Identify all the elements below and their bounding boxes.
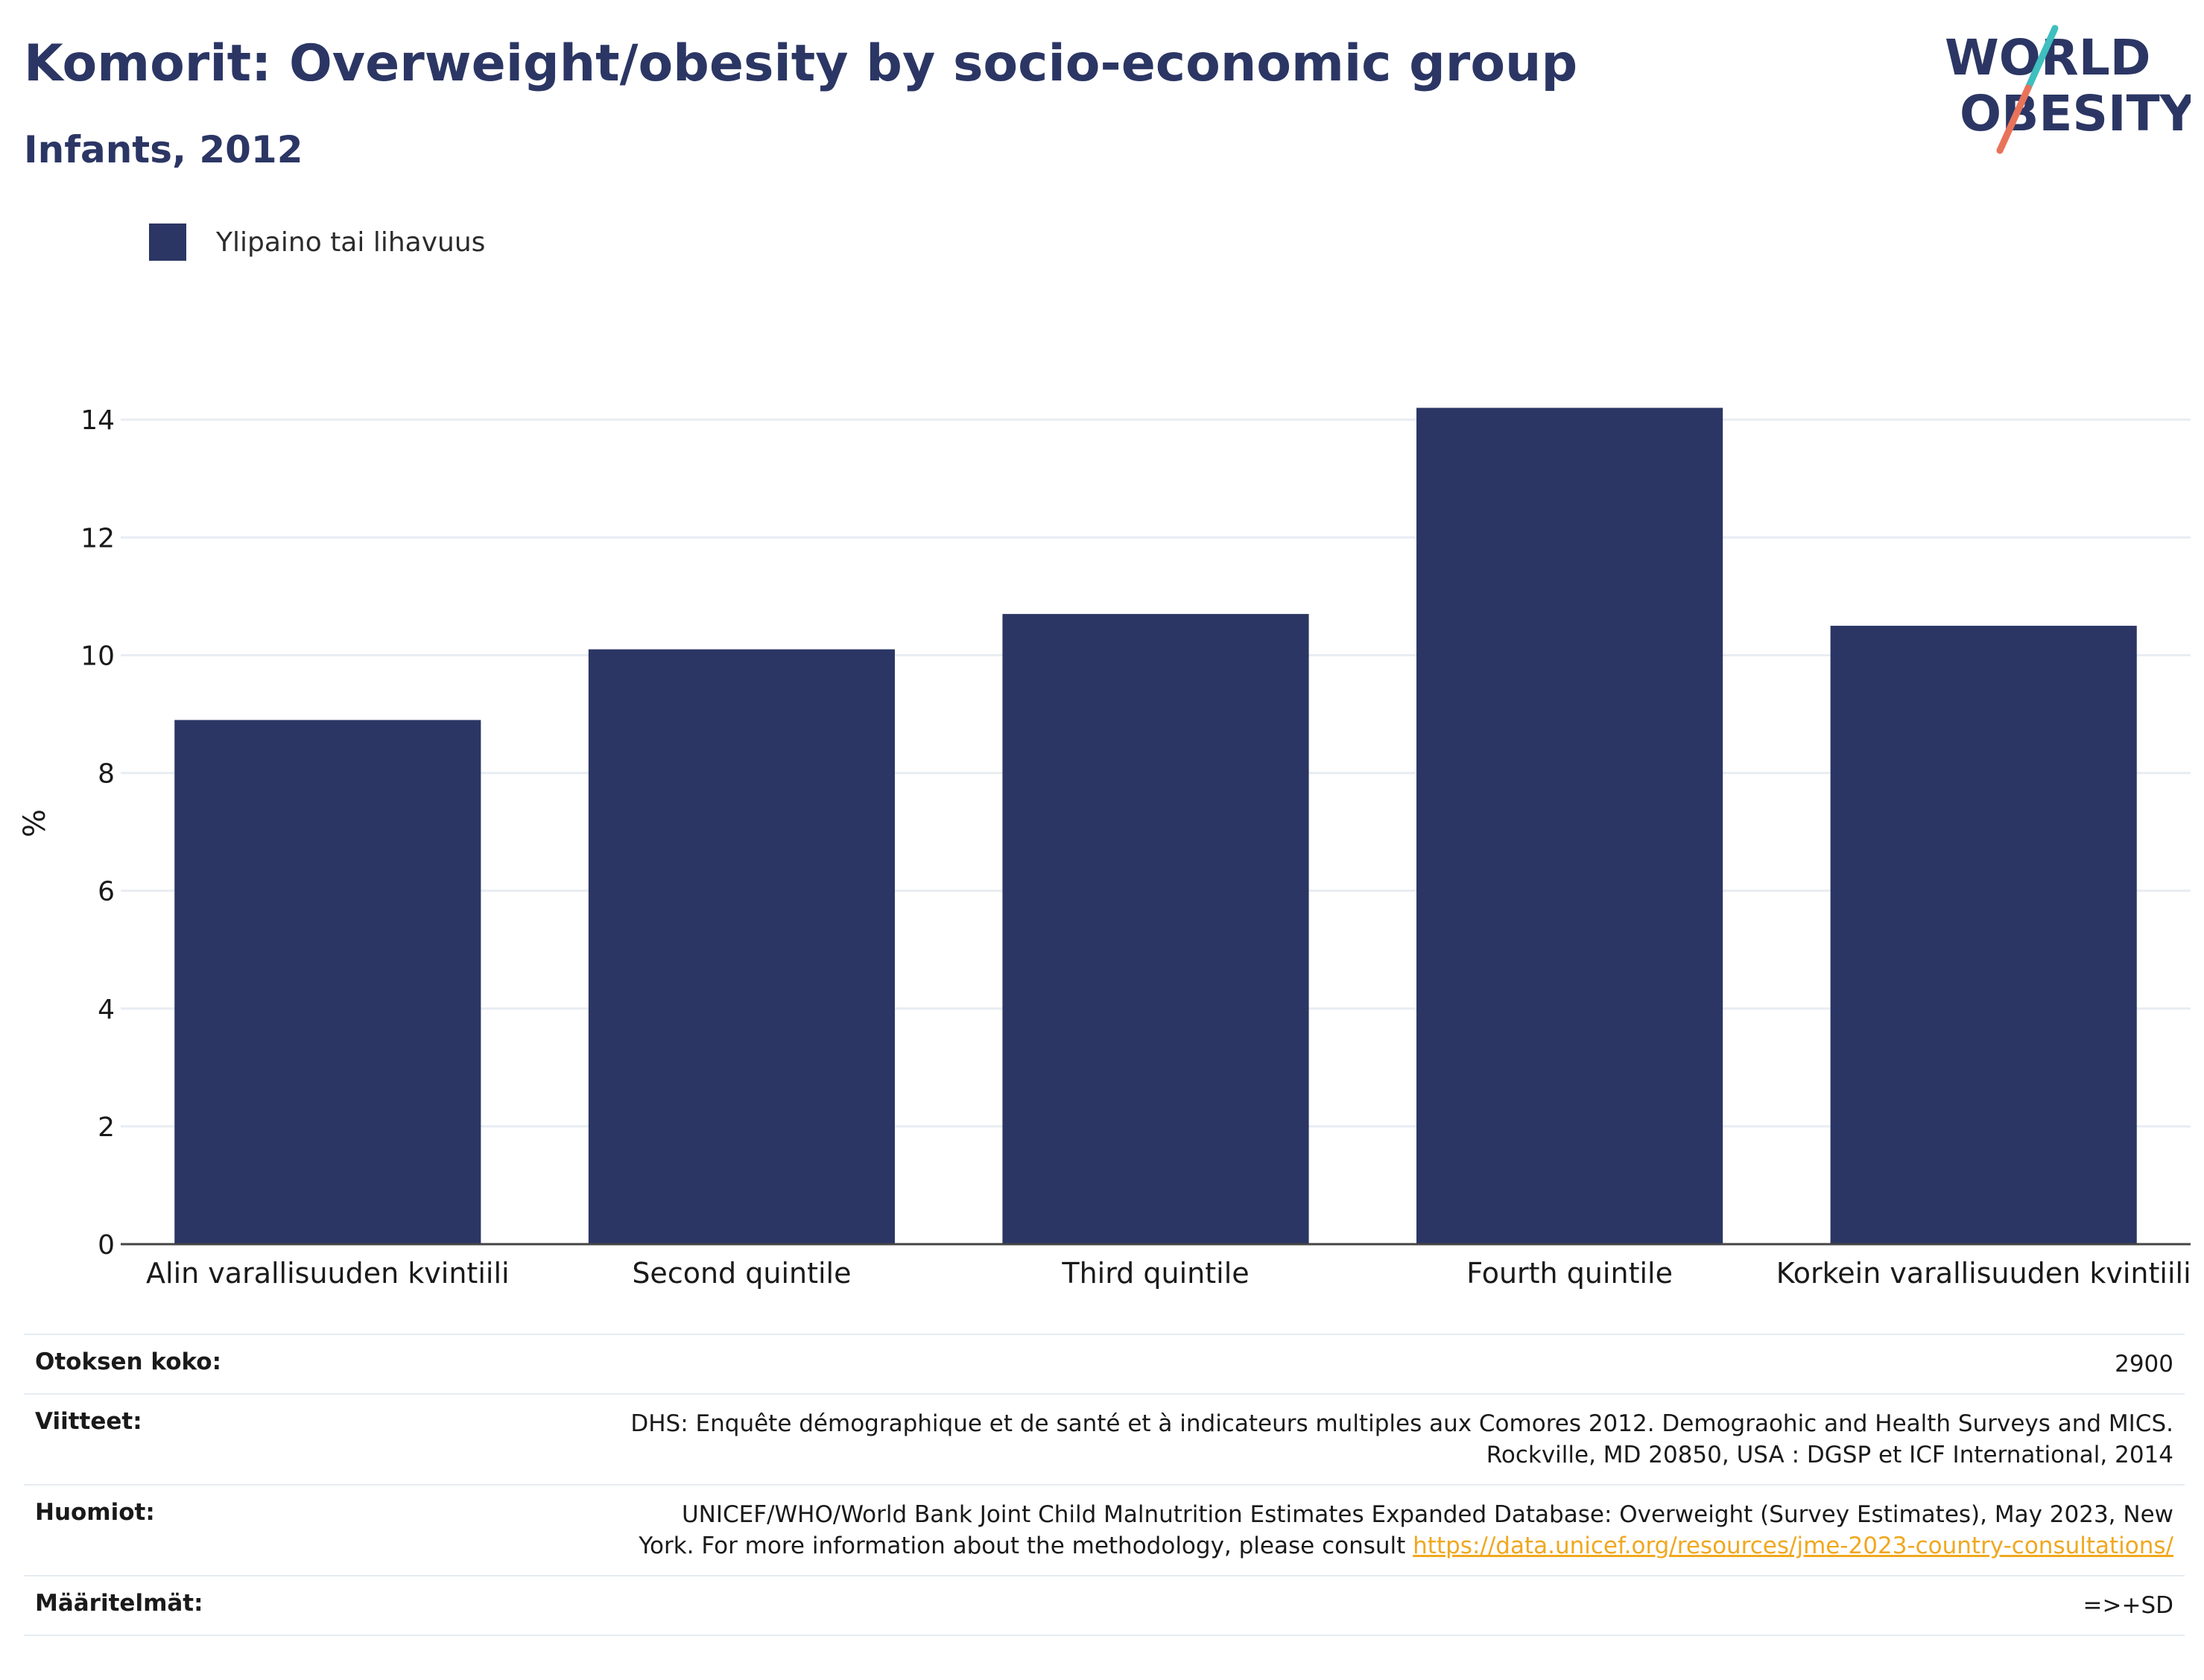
- y-tick-label-0: 0: [98, 1230, 115, 1261]
- logo-slash-coral: [1996, 84, 2032, 154]
- y-tick-label-3: 6: [98, 877, 115, 907]
- logo-line-obesity: OBESITY: [1960, 85, 2191, 142]
- references-line-2: Rockville, MD 20850, USA : DGSP et ICF I…: [1486, 1442, 2173, 1468]
- legend-label: Ylipaino tai lihavuus: [216, 226, 486, 258]
- info-row-sample: Otoksen koko: 2900: [24, 1334, 2185, 1394]
- sample-size-label: Otoksen koko:: [24, 1334, 300, 1394]
- y-axis-ticks: 0 2 4 6 8 10 12 14: [80, 405, 115, 1261]
- chart-title: Komorit: Overweight/obesity by socio-eco…: [24, 34, 1578, 93]
- y-tick-label-2: 4: [98, 995, 115, 1025]
- references-label: Viitteet:: [24, 1393, 300, 1485]
- chart-subtitle: Infants, 2012: [24, 128, 303, 171]
- sample-size-value: 2900: [300, 1334, 2185, 1394]
- bar-2[interactable]: [1002, 614, 1309, 1244]
- bar-0[interactable]: [174, 720, 481, 1244]
- bar-chart: 0 2 4 6 8 10 12 14 Alin varallisuuden kvintiili…: [18, 405, 2191, 1290]
- y-tick-label-5: 10: [80, 641, 115, 671]
- x-tick-label-2: Third quintile: [1061, 1257, 1249, 1290]
- bars: [174, 408, 2137, 1245]
- notes-line-2: York. For more information about the met…: [639, 1532, 1406, 1559]
- world-obesity-logo: WORLD OBESITY: [1945, 25, 2191, 154]
- notes-value: UNICEF/WHO/World Bank Joint Child Malnut…: [300, 1484, 2185, 1576]
- legend-swatch: [149, 224, 186, 261]
- y-tick-label-7: 14: [80, 405, 115, 436]
- legend[interactable]: Ylipaino tai lihavuus: [149, 222, 485, 262]
- y-tick-label-4: 8: [98, 759, 115, 790]
- logo-slash-teal: [2024, 25, 2059, 92]
- methodology-link[interactable]: https://data.unicef.org/resources/jme-20…: [1413, 1532, 2173, 1559]
- x-axis-ticks: Alin varallisuuden kvintiili Second quint…: [146, 1257, 2191, 1290]
- definitions-value: =>+SD: [300, 1575, 2185, 1636]
- definitions-label: Määritelmät:: [24, 1575, 300, 1636]
- x-tick-label-4: Korkein varallisuuden kvintiili: [1776, 1257, 2191, 1290]
- bar-3[interactable]: [1416, 408, 1723, 1245]
- y-tick-label-1: 2: [98, 1112, 115, 1143]
- references-value: DHS: Enquête démographique et de santé e…: [300, 1393, 2185, 1485]
- x-tick-label-3: Fourth quintile: [1466, 1257, 1673, 1290]
- x-tick-label-1: Second quintile: [632, 1257, 851, 1290]
- info-row-references: Viitteet: DHS: Enquête démographique et …: [24, 1393, 2185, 1485]
- y-tick-label-6: 12: [80, 523, 115, 554]
- info-table: Otoksen koko: 2900 Viitteet: DHS: Enquêt…: [24, 1334, 2185, 1636]
- notes-label: Huomiot:: [24, 1484, 300, 1576]
- x-tick-label-0: Alin varallisuuden kvintiili: [146, 1257, 510, 1290]
- references-line-1: DHS: Enquête démographique et de santé e…: [630, 1410, 2173, 1437]
- info-row-definitions: Määritelmät: =>+SD: [24, 1575, 2185, 1636]
- bar-1[interactable]: [588, 649, 895, 1244]
- y-axis-label: %: [18, 809, 52, 837]
- notes-line-1: UNICEF/WHO/World Bank Joint Child Malnut…: [681, 1501, 2173, 1528]
- info-row-notes: Huomiot: UNICEF/WHO/World Bank Joint Chi…: [24, 1484, 2185, 1576]
- bar-4[interactable]: [1830, 625, 2137, 1244]
